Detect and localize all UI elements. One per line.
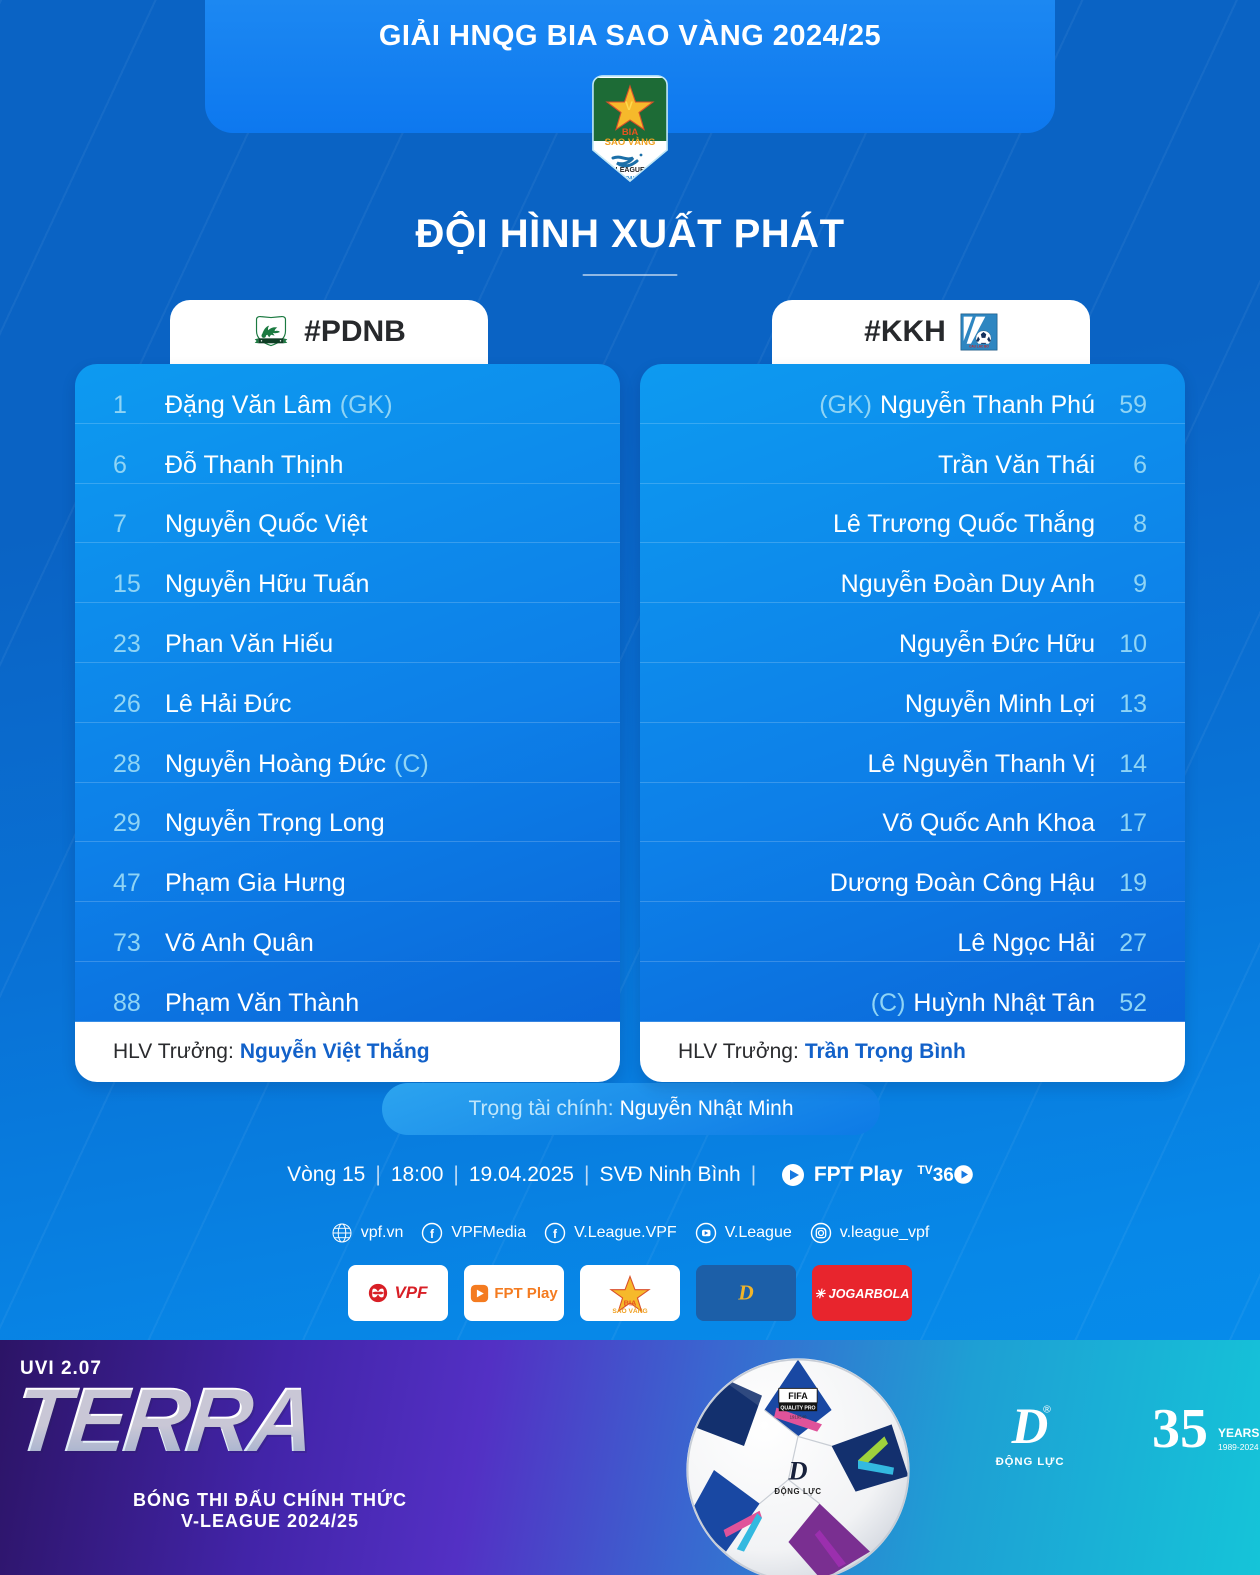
svg-text:D: D <box>787 1456 807 1486</box>
svg-text:CAU LAC BO: CAU LAC BO <box>969 344 989 348</box>
svg-text:SAO VÀNG: SAO VÀNG <box>605 137 656 148</box>
svg-text:f: f <box>430 1227 435 1241</box>
svg-text:ĐỘNG LỰC: ĐỘNG LỰC <box>774 1487 821 1496</box>
svg-text:QUALITY PRO: QUALITY PRO <box>780 1405 815 1411</box>
svg-text:YEARS: YEARS <box>1218 1426 1259 1440</box>
svg-text:D: D <box>737 1281 753 1305</box>
svg-text:ĐỘNG LỰC: ĐỘNG LỰC <box>996 1455 1065 1468</box>
svg-text:f: f <box>553 1227 558 1241</box>
svg-text:BIA: BIA <box>624 1298 637 1307</box>
svg-text:SAO VÀNG: SAO VÀNG <box>612 1306 647 1314</box>
svg-text:35: 35 <box>1152 1398 1208 1460</box>
svg-text:1919540: 1919540 <box>790 1414 807 1419</box>
svg-text:FIFA: FIFA <box>788 1391 808 1401</box>
svg-text:®: ® <box>1043 1404 1051 1416</box>
svg-text:V: V <box>625 99 633 113</box>
svg-text:1989-2024: 1989-2024 <box>1218 1442 1259 1452</box>
